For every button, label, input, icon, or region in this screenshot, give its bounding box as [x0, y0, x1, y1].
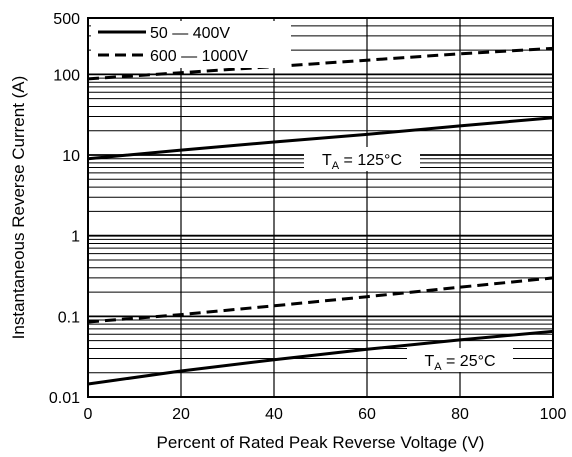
x-tick-label: 80 — [451, 406, 469, 423]
series-line-0 — [87, 116, 554, 161]
legend-label-50-400v: 50 — 400V — [150, 25, 230, 42]
svg-text:TA = 25°C: TA = 25°C — [424, 353, 495, 373]
x-tick-label: 20 — [172, 406, 190, 423]
series-line-3 — [87, 329, 554, 386]
y-axis-label: Instantaneous Reverse Current (A) — [9, 76, 28, 340]
legend: 50 — 400V 600 — 1000V — [91, 21, 291, 68]
legend-label-600-1000v: 600 — 1000V — [150, 48, 248, 65]
y-tick-label: 1 — [71, 229, 80, 246]
y-tick-label: 100 — [53, 67, 80, 84]
x-tick-label: 0 — [84, 406, 93, 423]
series-layer — [87, 46, 554, 386]
x-axis-label: Percent of Rated Peak Reverse Voltage (V… — [157, 433, 485, 452]
y-tick-label: 10 — [62, 148, 80, 165]
y-tick-label: 0.01 — [49, 390, 80, 407]
tick-labels: 0 20 40 60 80 100 0.01 0.1 1 10 100 500 — [49, 11, 567, 423]
legend-box — [91, 21, 291, 68]
y-tick-label: 0.1 — [58, 309, 80, 326]
annotation-ta-25c: TA = 25°C — [407, 348, 513, 373]
plot-frame — [87, 17, 554, 398]
series-line-1 — [87, 46, 554, 81]
x-tick-label: 60 — [358, 406, 376, 423]
x-tick-label: 100 — [540, 406, 567, 423]
annotation-ta-125c: TA = 125°C — [304, 147, 420, 172]
series-line-2 — [87, 276, 554, 324]
x-tick-label: 40 — [265, 406, 283, 423]
y-tick-label: 500 — [53, 11, 80, 28]
svg-text:TA = 125°C: TA = 125°C — [322, 152, 402, 172]
